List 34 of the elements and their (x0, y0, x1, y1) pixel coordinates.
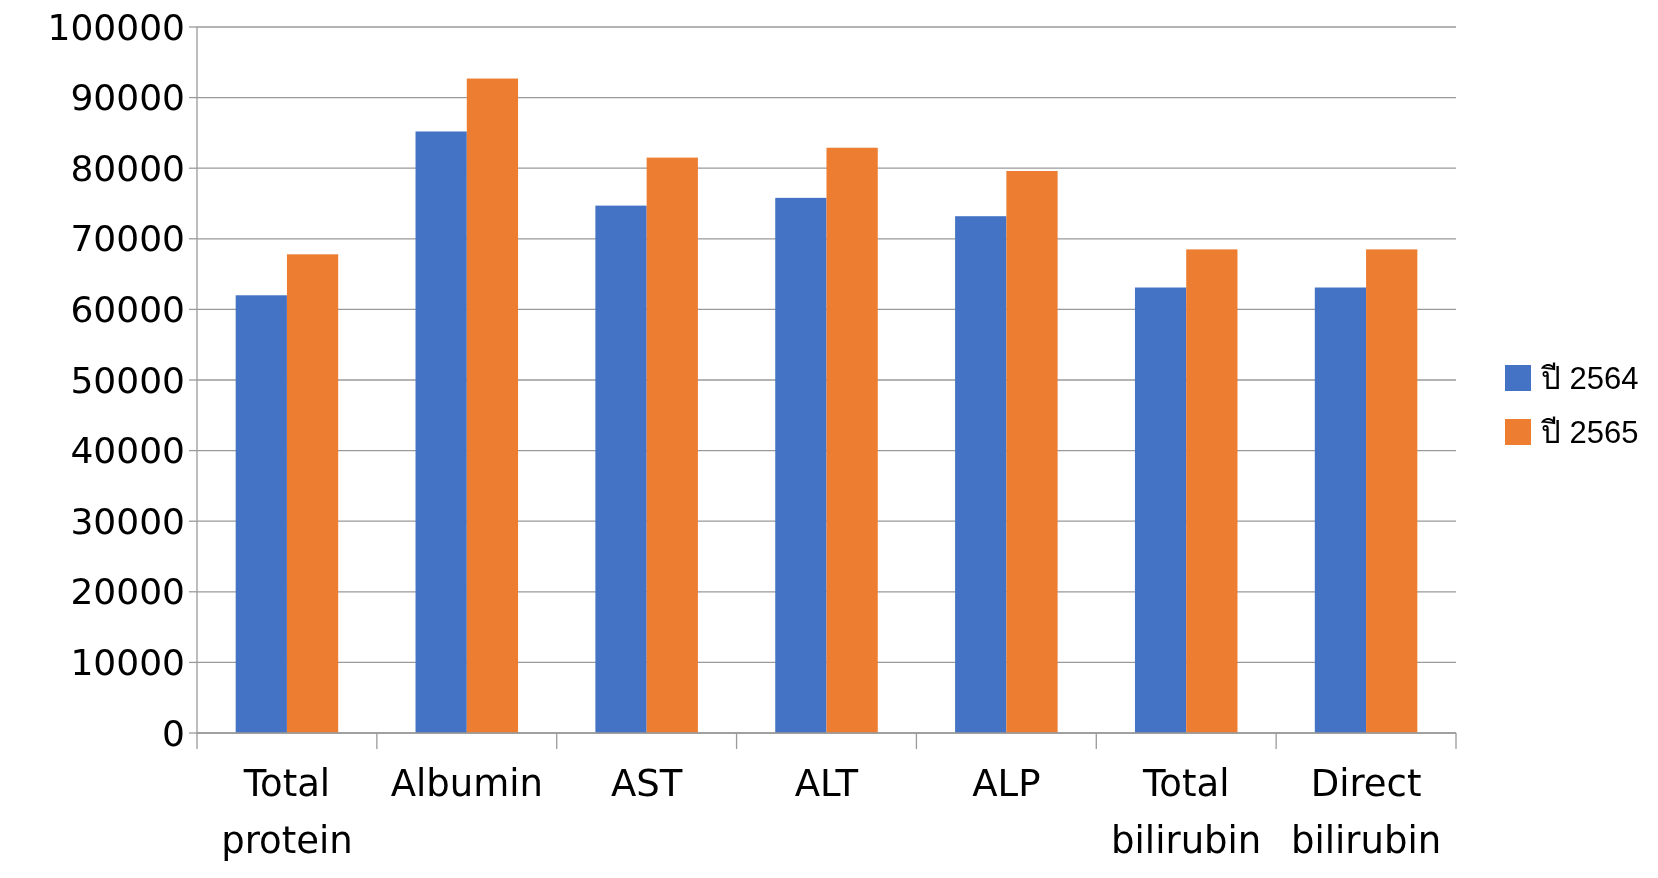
bar (1366, 249, 1418, 733)
y-tick-label: 70000 (70, 218, 185, 260)
bar (1314, 287, 1367, 733)
y-tick-label: 30000 (70, 500, 185, 542)
y-tick-label: 90000 (70, 77, 185, 119)
x-tick-label: ALT (794, 762, 859, 805)
bar (1134, 287, 1187, 733)
y-tick-label: 100000 (47, 6, 185, 48)
bar (646, 157, 698, 733)
bar (1186, 249, 1238, 733)
legend-label: ปี 2564 (1540, 360, 1639, 396)
y-tick-label: 0 (162, 712, 185, 754)
bar (1006, 171, 1058, 733)
y-tick-label: 50000 (70, 359, 185, 401)
x-tick-label: Total bilirubin (1111, 762, 1262, 862)
y-tick-label: 60000 (70, 288, 185, 330)
bar (286, 254, 339, 733)
y-tick-label: 10000 (70, 641, 185, 683)
bar (415, 131, 467, 733)
x-tick-label: Total protein (221, 762, 353, 862)
bar (826, 147, 878, 733)
x-tick-label: ALP (972, 762, 1041, 805)
x-tick-label: Albumin (390, 762, 543, 805)
legend-label: ปี 2565 (1540, 414, 1639, 450)
bar (955, 216, 1007, 733)
x-tick-label: AST (610, 762, 683, 805)
bar (235, 295, 287, 733)
y-tick-label: 20000 (70, 571, 185, 613)
y-tick-label: 80000 (70, 147, 185, 189)
x-tick-label: Direct bilirubin (1290, 762, 1442, 862)
bar (775, 197, 827, 733)
bar (595, 205, 647, 733)
bar (466, 78, 519, 733)
y-tick-label: 40000 (70, 430, 185, 472)
